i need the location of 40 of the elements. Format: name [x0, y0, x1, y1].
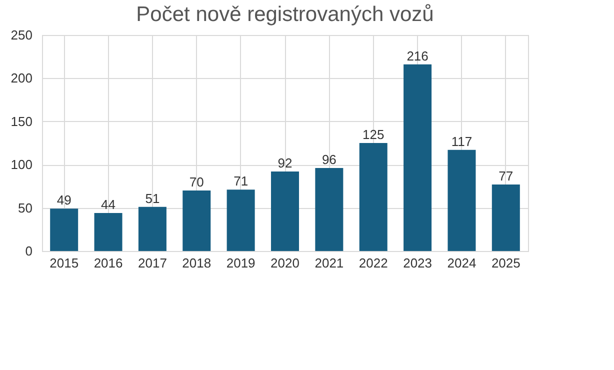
y-tick-label: 50 [18, 200, 32, 216]
x-tick-label: 2020 [270, 256, 300, 270]
data-label: 77 [498, 168, 514, 184]
x-tick-label: 2015 [50, 256, 79, 270]
data-label: 117 [451, 134, 472, 149]
y-tick-label: 100 [10, 157, 32, 172]
bar [271, 172, 299, 251]
data-label: 44 [101, 196, 116, 212]
x-tick-label: 2025 [491, 256, 520, 270]
bar [448, 150, 476, 251]
bar [138, 206, 166, 251]
bar [359, 143, 388, 251]
data-label: 51 [145, 190, 160, 206]
y-tick-label: 250 [10, 28, 32, 42]
x-tick-label: 2019 [226, 256, 256, 270]
x-tick-label: 2022 [358, 256, 388, 270]
bar [50, 208, 78, 251]
bar [404, 64, 432, 251]
bar [492, 184, 520, 251]
bar [94, 212, 122, 251]
x-tick-label: 2016 [94, 256, 123, 270]
y-tick-label: 200 [10, 70, 32, 86]
bar [315, 168, 344, 251]
x-tick-label: 2021 [314, 256, 344, 270]
y-tick-label: 0 [25, 244, 32, 258]
data-label: 71 [234, 174, 248, 189]
x-tick-label: 2023 [403, 256, 432, 270]
data-label: 216 [406, 48, 428, 64]
x-tick-label: 2024 [447, 256, 476, 270]
x-tick-label: 2017 [138, 256, 167, 270]
bar [226, 190, 255, 251]
y-tick-label: 150 [10, 114, 32, 129]
data-label: 96 [322, 152, 336, 168]
chart-title: Počet nově registrovaných vozů [136, 3, 434, 26]
data-label: 49 [56, 192, 72, 208]
x-tick-label: 2018 [182, 256, 212, 270]
data-label: 125 [362, 127, 384, 142]
bar [182, 190, 211, 251]
data-label: 70 [189, 174, 204, 190]
data-label: 92 [278, 156, 292, 171]
